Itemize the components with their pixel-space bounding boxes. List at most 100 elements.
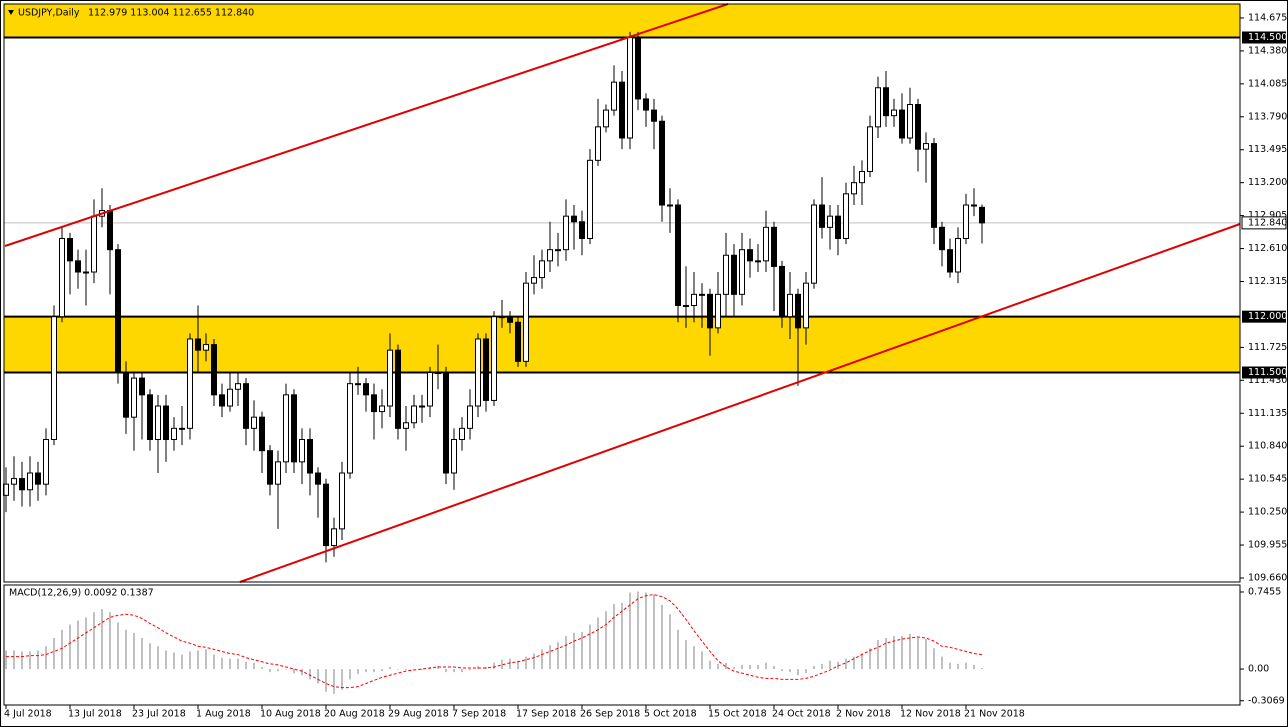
macd-bar	[237, 658, 239, 670]
macd-bar	[93, 612, 95, 670]
candle-body	[187, 338, 193, 429]
candle-body	[179, 427, 185, 430]
macd-bar	[797, 669, 799, 676]
macd-bar	[293, 669, 295, 674]
candle-body	[483, 338, 489, 401]
candle-body	[259, 416, 265, 452]
candle-body	[747, 249, 753, 262]
candle-body	[11, 478, 17, 485]
macd-bar	[613, 603, 615, 670]
macd-bar	[245, 661, 247, 670]
macd-bar	[29, 651, 31, 670]
x-tick-label: 23 Jul 2018	[132, 709, 186, 720]
last-price-box	[1241, 216, 1287, 230]
macd-bar	[285, 669, 287, 670]
macd-bar	[437, 665, 439, 670]
candle-body	[947, 249, 953, 273]
macd-bar	[453, 669, 455, 673]
macd-bar	[749, 664, 751, 670]
macd-bar	[653, 594, 655, 670]
candle-body	[563, 215, 569, 251]
candle-body	[363, 383, 369, 396]
candle-body	[19, 478, 25, 491]
macd-bar	[181, 654, 183, 670]
candle-body	[531, 277, 537, 284]
y-tick-label: 109.660	[1248, 572, 1287, 583]
macd-bar	[685, 640, 687, 670]
macd-bar	[789, 669, 791, 673]
macd-bar	[637, 591, 639, 670]
zone	[4, 316, 1240, 373]
macd-bar	[261, 666, 263, 670]
candle-body	[499, 316, 505, 319]
candle-body	[243, 383, 249, 429]
candle-body	[971, 204, 977, 207]
macd-bar	[949, 662, 951, 670]
macd-bar	[861, 653, 863, 670]
candle-body	[603, 109, 609, 128]
y-tick-label: 112.905	[1248, 210, 1287, 221]
zone	[4, 4, 1240, 38]
candle-body	[51, 316, 57, 441]
candle-body	[819, 204, 825, 228]
candle-body	[331, 528, 337, 547]
candle-body	[427, 372, 433, 407]
candle-body	[507, 316, 513, 323]
candle-body	[35, 472, 41, 485]
macd-bar	[477, 665, 479, 670]
candle-body	[587, 159, 593, 240]
candle-body	[651, 109, 657, 122]
candle-body	[707, 293, 713, 329]
macd-bar	[357, 669, 359, 675]
macd-pane	[3, 584, 1241, 706]
candle-body	[843, 193, 849, 240]
x-tick-label: 24 Oct 2018	[772, 709, 831, 720]
macd-bar	[149, 643, 151, 670]
candle-body	[131, 377, 137, 418]
macd-bar	[61, 629, 63, 670]
macd-bar	[677, 629, 679, 670]
macd-bar	[397, 669, 399, 670]
macd-bar	[269, 669, 271, 673]
macd-bar	[13, 650, 15, 670]
candle-body	[803, 282, 809, 329]
candle-body	[155, 405, 161, 441]
macd-bar	[701, 651, 703, 670]
x-tick-label: 20 Aug 2018	[324, 709, 385, 720]
candle-body	[371, 394, 377, 413]
candle-body	[163, 405, 169, 441]
macd-bar	[77, 620, 79, 670]
candle-body	[683, 305, 689, 308]
macd-bar	[933, 648, 935, 670]
price-pane	[3, 3, 1241, 583]
macd-bar	[421, 669, 423, 671]
candle-body	[883, 87, 889, 117]
macd-bar	[125, 629, 127, 670]
y-tick-label: 113.495	[1248, 144, 1287, 155]
macd-bar	[333, 669, 335, 694]
x-tick-label: 7 Sep 2018	[452, 709, 506, 720]
candle-body	[755, 260, 761, 263]
candle-body	[939, 226, 945, 251]
chart-title: USDJPY,Daily	[18, 8, 80, 19]
y-tick-label: 0.00	[1248, 664, 1269, 675]
macd-bar	[813, 665, 815, 670]
macd-bar	[869, 648, 871, 670]
trend-line	[4, 3, 729, 247]
macd-bar	[157, 646, 159, 670]
y-tick-label: 114.380	[1248, 45, 1287, 56]
quote: 112.979 113.004 112.655 112.840	[88, 8, 254, 19]
candle-body	[443, 372, 449, 474]
candle-body	[667, 204, 673, 207]
candle-body	[211, 344, 217, 396]
candle-body	[931, 143, 937, 228]
candle-body	[659, 120, 665, 206]
candle-body	[715, 293, 721, 329]
candle-body	[923, 143, 929, 150]
candle-body	[635, 37, 641, 100]
macd-bar	[573, 632, 575, 670]
candle-body	[419, 405, 425, 408]
candle-body	[227, 388, 233, 407]
candle-body	[403, 422, 409, 429]
candle-body	[59, 238, 65, 318]
